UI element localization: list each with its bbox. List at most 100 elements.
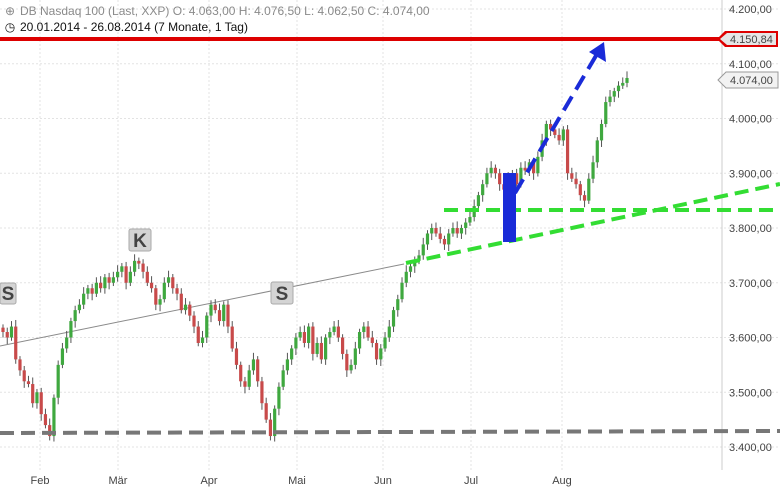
candle-body [137, 260, 141, 264]
candle-body [481, 184, 485, 196]
candle-body [264, 403, 268, 420]
candle-body [132, 260, 137, 272]
candle-body [82, 293, 86, 305]
blue-candle-marker [503, 173, 516, 242]
expand-icon[interactable]: ⊕ [4, 4, 16, 18]
candle-body [285, 359, 290, 371]
badge-k: K [128, 228, 152, 252]
candle-body [273, 408, 277, 437]
candle-body [315, 342, 319, 354]
candle-body [268, 419, 273, 437]
candle-body [621, 82, 625, 86]
price-label-resistance-text: 4.150,84 [730, 34, 773, 46]
date-range-header: ◷ 20.01.2014 - 26.08.2014 (7 Monate, 1 Ta… [4, 20, 248, 34]
candle-body [192, 315, 196, 327]
candle-body [22, 370, 26, 382]
candle-body [599, 123, 604, 141]
candle-body [234, 348, 239, 365]
candle-body [570, 173, 574, 179]
x-tick-label: Jul [464, 475, 478, 487]
candle-body [260, 381, 264, 404]
candle-body [94, 282, 98, 294]
candle-body [548, 123, 553, 130]
y-tick-label: 3.800,00 [729, 223, 772, 235]
candle-body [468, 217, 472, 223]
candle-body [578, 184, 582, 196]
candle-body [77, 304, 82, 311]
candle-body [1, 327, 5, 333]
candle-body [128, 271, 132, 283]
candle-body [251, 359, 256, 371]
y-tick-label: 4.200,00 [729, 4, 772, 16]
candle-body [608, 96, 612, 103]
candle-body [417, 255, 421, 261]
candle-body [222, 304, 226, 322]
candle-body [493, 167, 498, 174]
badge-s-left-text: S [2, 284, 15, 305]
x-tick-label: Jun [374, 475, 392, 487]
badge-s-middle: S [270, 281, 294, 305]
price-label-last: 4.074,00 [717, 71, 779, 89]
candle-body [464, 222, 468, 228]
grid-lines [0, 0, 780, 470]
candle-body [421, 244, 425, 256]
x-tick-label: Feb [31, 475, 50, 487]
candle-body [43, 414, 48, 426]
badge-k-text: K [133, 231, 147, 252]
candle-body [616, 85, 621, 92]
candle-body [277, 386, 281, 409]
candle-body [362, 326, 366, 333]
candle-body [476, 195, 481, 207]
y-tick-label: 3.900,00 [729, 168, 772, 180]
candle-body [425, 233, 430, 245]
candle-body [383, 337, 387, 349]
candle-body [247, 370, 251, 387]
candle-body [158, 299, 162, 305]
candle-body [14, 326, 18, 360]
candle-body [175, 288, 179, 294]
candle-body [69, 321, 73, 338]
candle-body [162, 282, 166, 300]
candle-body [319, 342, 323, 360]
candle-body [544, 123, 548, 141]
candle-body [149, 282, 154, 289]
candle-body [39, 392, 43, 415]
candle-body [459, 228, 464, 234]
candle-body [298, 332, 302, 338]
candle-body [294, 337, 298, 349]
candle-body [604, 102, 608, 124]
candle-body [290, 348, 294, 360]
candle-body [328, 332, 332, 338]
candle-body [625, 77, 629, 83]
candle-body [332, 326, 336, 333]
candle-body [413, 260, 417, 267]
y-tick-label: 3.500,00 [729, 387, 772, 399]
candle-body [154, 288, 158, 305]
badge-s-middle-text: S [276, 284, 289, 305]
candle-body [166, 277, 171, 283]
candle-body [587, 178, 591, 201]
blue-arrow-head [589, 42, 606, 62]
instrument-summary: DB Nasdaq 100 (Last, XXP) O: 4.063,00 H:… [20, 4, 430, 18]
y-tick-label: 3.700,00 [729, 278, 772, 290]
candle-body [336, 326, 340, 338]
candle-body [86, 288, 90, 294]
trend-line-gray [0, 263, 405, 347]
candle-body [171, 277, 175, 289]
candle-body [35, 392, 39, 404]
candle-body [370, 337, 374, 343]
candle-body [595, 140, 599, 163]
x-tick-label: Aug [552, 475, 572, 487]
candle-body [455, 228, 459, 234]
candle-body [515, 173, 519, 185]
candle-body [485, 173, 489, 185]
blue-dashed-arrow [513, 52, 599, 195]
candle-body [532, 162, 536, 174]
candle-body [5, 332, 9, 338]
candle-body [400, 282, 404, 300]
candle-body [391, 310, 396, 327]
candle-body [196, 326, 200, 343]
x-tick-label: Apr [200, 475, 217, 487]
candle-body [213, 304, 217, 311]
